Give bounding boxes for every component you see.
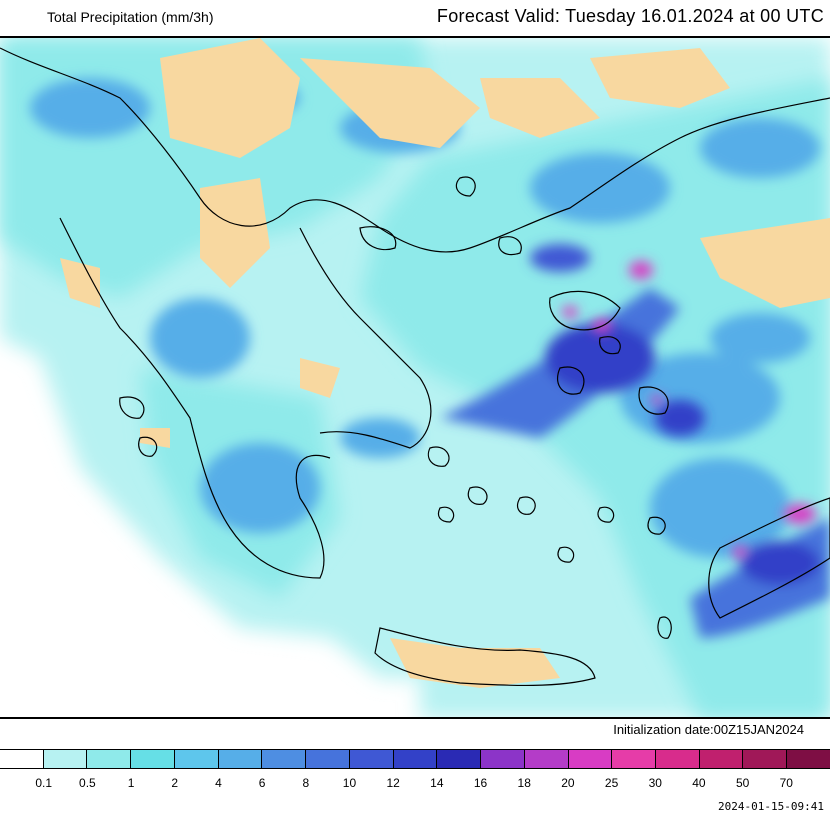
legend-swatch bbox=[349, 750, 394, 768]
legend-label: 4 bbox=[215, 776, 222, 790]
legend-label: 30 bbox=[648, 776, 662, 790]
legend-label: 40 bbox=[692, 776, 706, 790]
precipitation-map[interactable] bbox=[0, 36, 830, 719]
legend-swatch bbox=[306, 750, 350, 768]
legend-swatch bbox=[699, 750, 744, 768]
legend-swatch bbox=[174, 750, 219, 768]
legend-swatch bbox=[612, 750, 657, 768]
legend-label: 18 bbox=[517, 776, 531, 790]
legend-label: 0.5 bbox=[79, 776, 96, 790]
legend-swatch bbox=[43, 750, 88, 768]
legend-swatch bbox=[524, 750, 569, 768]
legend-swatch bbox=[393, 750, 438, 768]
legend-label: 1 bbox=[127, 776, 135, 790]
map-canvas bbox=[0, 38, 830, 717]
legend-label: 14 bbox=[430, 776, 444, 790]
color-legend bbox=[0, 749, 830, 769]
legend-swatch bbox=[437, 750, 482, 768]
legend-label: 8 bbox=[302, 776, 310, 790]
generated-timestamp: 2024-01-15-09:41 bbox=[718, 800, 824, 813]
legend-swatch bbox=[0, 750, 44, 768]
legend-label: 25 bbox=[604, 776, 619, 790]
legend-swatch bbox=[262, 750, 307, 768]
legend-label: 16 bbox=[473, 776, 488, 790]
forecast-valid-time: Forecast Valid: Tuesday 16.01.2024 at 00… bbox=[436, 6, 824, 26]
legend-label: 6 bbox=[258, 776, 266, 790]
legend-label: 10 bbox=[342, 776, 357, 790]
precip-heavy-band bbox=[440, 244, 830, 638]
legend-label: 70 bbox=[779, 776, 793, 790]
precip-extreme-cells bbox=[562, 261, 816, 558]
legend-swatch bbox=[481, 750, 525, 768]
legend-swatch bbox=[87, 750, 132, 768]
legend-label: 50 bbox=[735, 776, 750, 790]
legend-swatch bbox=[568, 750, 613, 768]
legend-label: 12 bbox=[386, 776, 400, 790]
legend-swatch bbox=[131, 750, 175, 768]
header: Total Precipitation (mm/3h) Forecast Val… bbox=[0, 0, 830, 36]
legend-label: 20 bbox=[561, 776, 575, 790]
legend-swatch bbox=[787, 750, 830, 768]
legend-label: 0.1 bbox=[35, 776, 53, 790]
legend-label: 2 bbox=[171, 776, 179, 790]
product-title: Total Precipitation (mm/3h) bbox=[47, 9, 214, 25]
legend-labels: 0.1 0.5 1 2 4 6 8 10 12 14 16 18 20 25 30 40 50 70 bbox=[0, 776, 830, 792]
initialization-date: Initialization date:00Z15JAN2024 bbox=[613, 722, 804, 737]
legend-swatch bbox=[743, 750, 788, 768]
legend-swatch bbox=[656, 750, 700, 768]
legend-swatch bbox=[218, 750, 263, 768]
coastlines bbox=[0, 47, 830, 687]
